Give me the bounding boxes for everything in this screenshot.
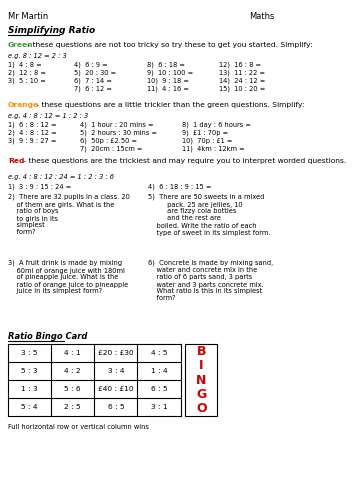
Text: O: O: [196, 402, 207, 415]
Text: 1)  4 : 8 =: 1) 4 : 8 =: [8, 62, 42, 68]
Text: 3 : 1: 3 : 1: [151, 404, 167, 410]
Text: e.g. 8 : 12 = 2 : 3: e.g. 8 : 12 = 2 : 3: [8, 53, 67, 59]
Text: 6)  Concrete is made by mixing sand,
    water and concrete mix in the
    ratio: 6) Concrete is made by mixing sand, wate…: [148, 260, 273, 302]
Text: £40 : £10: £40 : £10: [98, 386, 134, 392]
Text: Mr Martin: Mr Martin: [8, 12, 48, 21]
Text: 10)  70p : £1 =: 10) 70p : £1 =: [182, 138, 233, 144]
Text: 2 : 5: 2 : 5: [64, 404, 81, 410]
Text: 6 : 5: 6 : 5: [108, 404, 124, 410]
Text: 4 : 2: 4 : 2: [64, 368, 81, 374]
Text: Maths: Maths: [250, 12, 275, 21]
Text: 4 : 5: 4 : 5: [151, 350, 167, 356]
Text: 8)  6 : 18 =: 8) 6 : 18 =: [147, 62, 185, 68]
Text: e.g. 4 : 8 : 12 = 1 : 2 : 3: e.g. 4 : 8 : 12 = 1 : 2 : 3: [8, 113, 88, 119]
Text: 6 : 5: 6 : 5: [151, 386, 167, 392]
Text: N: N: [196, 374, 207, 386]
Bar: [185, 344, 217, 416]
Text: G: G: [196, 388, 206, 401]
Text: Red: Red: [8, 158, 24, 164]
Text: - these questions are the trickiest and may require you to interpret worded ques: - these questions are the trickiest and …: [21, 158, 346, 164]
Text: Simplifying Ratio: Simplifying Ratio: [8, 26, 95, 35]
Text: 2)  4 : 8 : 12 =: 2) 4 : 8 : 12 =: [8, 130, 57, 136]
Text: 9)  £1 : 70p =: 9) £1 : 70p =: [182, 130, 228, 136]
Text: 4)  1 hour : 20 mins =: 4) 1 hour : 20 mins =: [80, 122, 153, 128]
Text: e.g. 4 : 8 : 12 : 24 = 1 : 2 : 3 : 6: e.g. 4 : 8 : 12 : 24 = 1 : 2 : 3 : 6: [8, 174, 114, 180]
Text: 1 : 4: 1 : 4: [151, 368, 167, 374]
Text: 5)  20 : 30 =: 5) 20 : 30 =: [74, 70, 116, 76]
Text: I: I: [199, 359, 204, 372]
Text: 15)  10 : 20 =: 15) 10 : 20 =: [219, 86, 265, 92]
Text: 3)  9 : 9 : 27 =: 3) 9 : 9 : 27 =: [8, 138, 56, 144]
Text: 4 : 1: 4 : 1: [64, 350, 81, 356]
Text: 10)  9 : 18 =: 10) 9 : 18 =: [147, 78, 189, 84]
Text: 4)  6 : 18 : 9 : 15 =: 4) 6 : 18 : 9 : 15 =: [148, 184, 211, 190]
Text: 7)  6 : 12 =: 7) 6 : 12 =: [74, 86, 112, 92]
Text: 13)  11 : 22 =: 13) 11 : 22 =: [219, 70, 265, 76]
Text: 3 : 4: 3 : 4: [108, 368, 124, 374]
Text: 1)  3 : 9 : 15 : 24 =: 1) 3 : 9 : 15 : 24 =: [8, 184, 71, 190]
Text: Ratio Bingo Card: Ratio Bingo Card: [8, 332, 87, 341]
Text: 3)  5 : 10 =: 3) 5 : 10 =: [8, 78, 46, 84]
Text: 5 : 3: 5 : 3: [21, 368, 38, 374]
Text: 4)  6 : 9 =: 4) 6 : 9 =: [74, 62, 108, 68]
Text: 14)  24 : 12 =: 14) 24 : 12 =: [219, 78, 265, 84]
Text: 3)  A fruit drink is made by mixing
    60ml of orange juice with 180ml
    of p: 3) A fruit drink is made by mixing 60ml …: [8, 260, 128, 294]
Text: 2)  12 : 8 =: 2) 12 : 8 =: [8, 70, 46, 76]
Text: 1 : 3: 1 : 3: [21, 386, 38, 392]
Text: 5)  2 hours : 30 mins =: 5) 2 hours : 30 mins =: [80, 130, 157, 136]
Text: 11)  4 : 16 =: 11) 4 : 16 =: [147, 86, 189, 92]
Text: Orange: Orange: [8, 102, 39, 108]
Text: 5 : 6: 5 : 6: [64, 386, 81, 392]
Text: 5)  There are 50 sweets in a mixed
         pack. 25 are jellies, 10
         ar: 5) There are 50 sweets in a mixed pack. …: [148, 194, 270, 235]
Text: B: B: [197, 344, 206, 358]
Text: 8)  1 day : 6 hours =: 8) 1 day : 6 hours =: [182, 122, 251, 128]
Text: 2)  There are 32 pupils in a class. 20
    of them are girls. What is the
    ra: 2) There are 32 pupils in a class. 20 of…: [8, 194, 130, 235]
Text: 1)  6 : 8 : 12 =: 1) 6 : 8 : 12 =: [8, 122, 57, 128]
Text: 3 : 5: 3 : 5: [21, 350, 38, 356]
Text: 5 : 4: 5 : 4: [21, 404, 38, 410]
Text: 12)  16 : 8 =: 12) 16 : 8 =: [219, 62, 261, 68]
Text: £20 : £30: £20 : £30: [98, 350, 134, 356]
Text: 11)  4km : 12km =: 11) 4km : 12km =: [182, 146, 245, 152]
Text: 6)  50p : £2.50 =: 6) 50p : £2.50 =: [80, 138, 137, 144]
Text: 7)  20cm : 15cm =: 7) 20cm : 15cm =: [80, 146, 142, 152]
Text: 9)  10 : 100 =: 9) 10 : 100 =: [147, 70, 193, 76]
Text: - these questions are not too tricky so try these to get you started. Simplify:: - these questions are not too tricky so …: [25, 42, 312, 48]
Text: Full horizontal row or vertical column wins: Full horizontal row or vertical column w…: [8, 424, 149, 430]
Text: Green: Green: [8, 42, 34, 48]
Text: 6)  7 : 14 =: 6) 7 : 14 =: [74, 78, 112, 84]
Text: - these questions are a little trickier than the green questions. Simplify:: - these questions are a little trickier …: [34, 102, 305, 108]
